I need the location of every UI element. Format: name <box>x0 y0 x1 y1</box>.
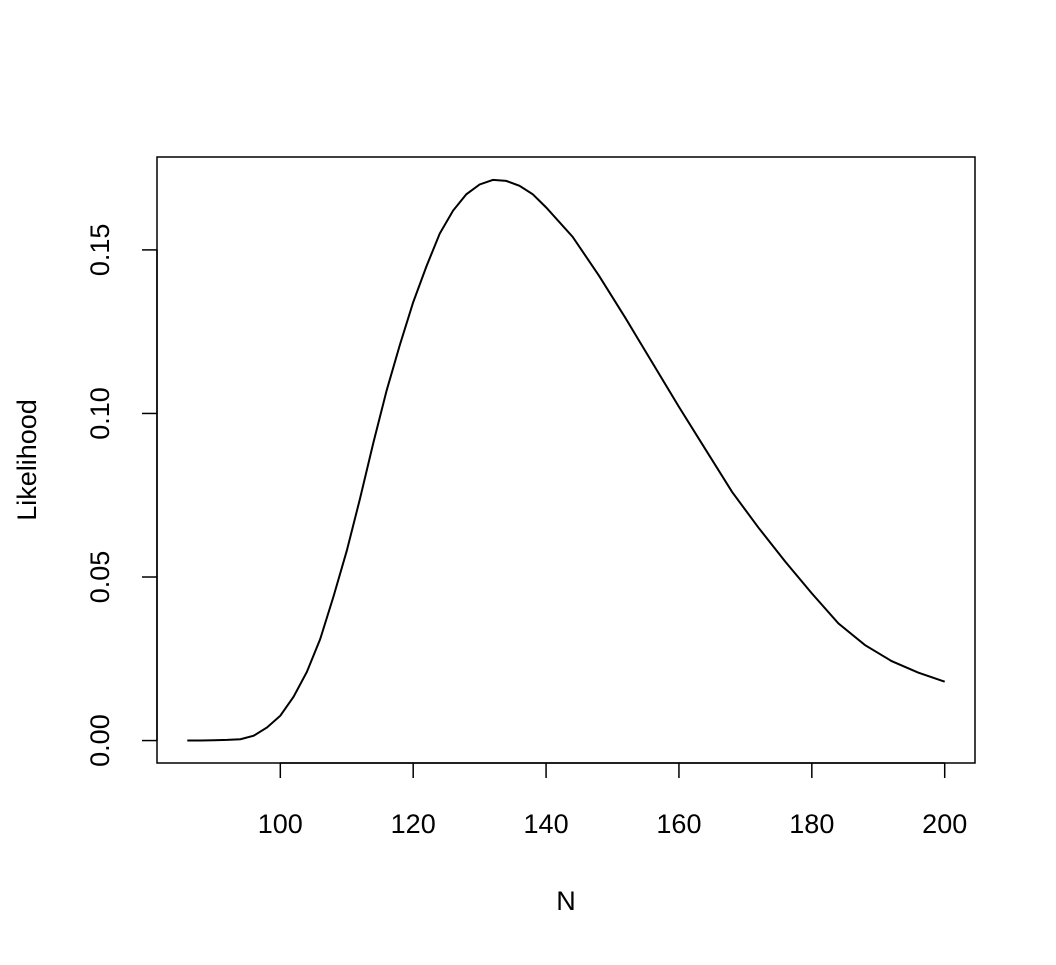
plot-frame <box>156 156 976 764</box>
x-tick-label: 120 <box>391 809 436 839</box>
y-tick-label: 0.15 <box>85 224 115 277</box>
y-axis-label: Likelihood <box>12 399 42 521</box>
x-tick-label: 200 <box>922 809 967 839</box>
x-tick-label: 180 <box>789 809 834 839</box>
x-tick-label: 100 <box>258 809 303 839</box>
x-axis-label: N <box>556 886 576 916</box>
x-tick-label: 160 <box>656 809 701 839</box>
y-tick-label: 0.00 <box>85 714 115 767</box>
y-tick-label: 0.10 <box>85 387 115 440</box>
y-tick-label: 0.05 <box>85 551 115 604</box>
likelihood-line <box>187 178 946 742</box>
x-tick-label: 140 <box>524 809 569 839</box>
